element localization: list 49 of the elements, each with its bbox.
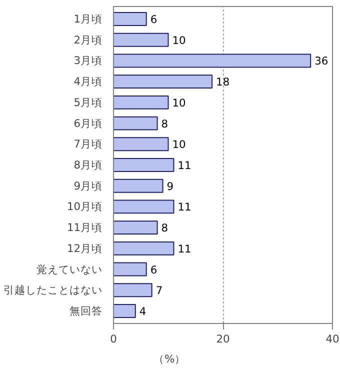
data-label: 8	[161, 222, 168, 235]
y-tick-label: 12月頃	[66, 242, 103, 255]
x-tick-label: 0	[110, 332, 118, 346]
y-tick-label: 覚えていない	[36, 262, 102, 276]
bar	[114, 32, 169, 47]
y-tick-label: 引越したことはない	[4, 284, 102, 297]
bar	[114, 262, 147, 276]
data-label: 11	[178, 242, 192, 256]
bar	[114, 220, 158, 235]
bar	[114, 116, 158, 130]
bar	[114, 158, 174, 172]
y-tick-label: 4月頃	[74, 75, 102, 88]
data-label: 6	[150, 13, 158, 26]
text: （%）	[154, 352, 186, 366]
y-tick-label: 11月頃	[66, 221, 103, 234]
data-label: 9	[166, 180, 174, 193]
y-tick-label: 2月頃	[74, 33, 102, 46]
bar	[114, 200, 174, 214]
data-label: 4	[139, 304, 146, 318]
bar	[114, 241, 174, 256]
data-label: 18	[216, 76, 230, 89]
bar	[114, 54, 312, 68]
bar	[114, 74, 213, 89]
bar	[114, 12, 147, 26]
data-label: 10	[172, 34, 186, 47]
y-tick-label: 無回答	[70, 304, 102, 318]
y-tick-label: 10月頃	[66, 200, 103, 214]
data-label: 10	[172, 138, 186, 152]
y-tick-label: 5月頃	[74, 96, 102, 109]
y-tick-label: 6月頃	[74, 116, 102, 130]
data-label: 10	[172, 96, 186, 110]
bar	[114, 137, 169, 152]
y-tick-label: 9月頃	[74, 179, 102, 192]
bar	[114, 95, 169, 110]
data-label: 11	[178, 159, 192, 172]
bar	[114, 178, 164, 193]
y-tick-label: 3月頃	[74, 54, 102, 68]
x-tick-label: 20	[216, 332, 230, 346]
data-label: 11	[178, 200, 192, 214]
data-label: 8	[161, 117, 168, 130]
y-tick-label: 1月頃	[74, 12, 102, 26]
data-label: 7	[156, 284, 163, 298]
bar	[114, 283, 152, 298]
y-tick-label: 8月頃	[74, 158, 102, 172]
data-label: 36	[314, 54, 328, 68]
x-tick-label: 40	[326, 332, 340, 346]
y-tick-label: 7月頃	[74, 138, 102, 151]
data-label: 6	[150, 263, 158, 276]
bar	[114, 304, 136, 318]
